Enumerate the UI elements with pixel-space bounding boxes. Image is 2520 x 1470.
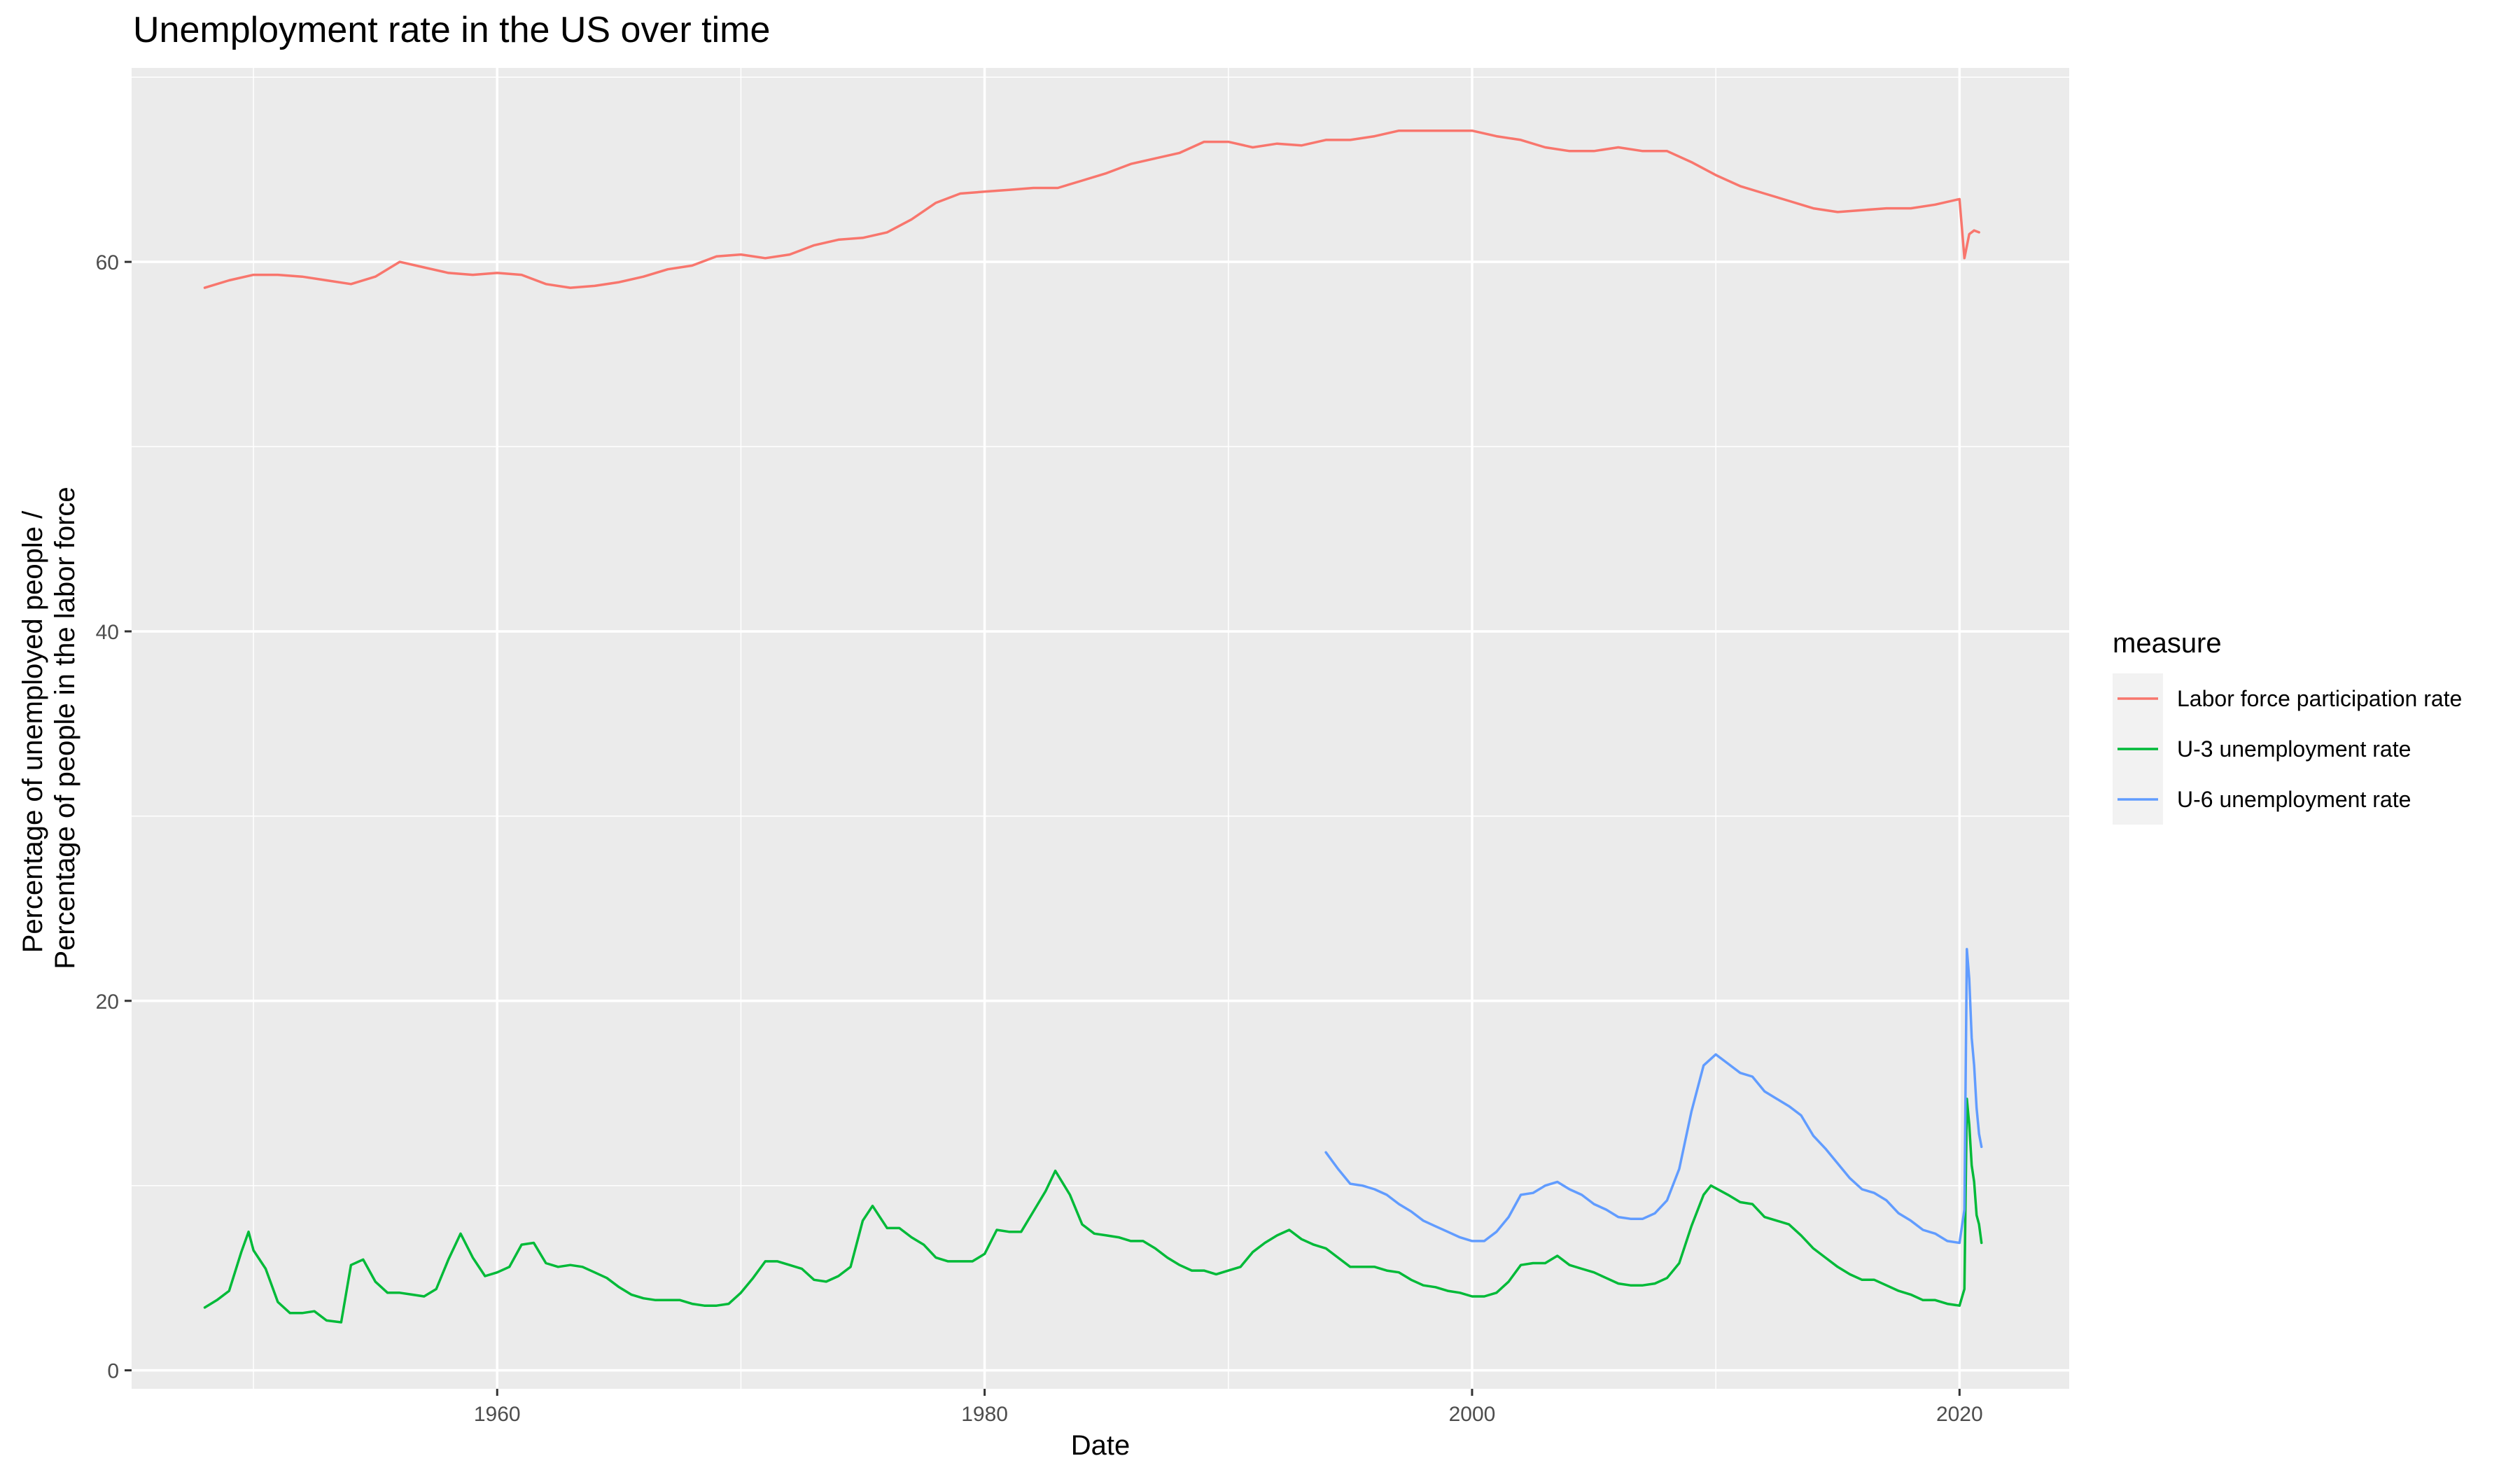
chart-title: Unemployment rate in the US over time [133,10,770,50]
x-tick-label: 1980 [961,1403,1008,1426]
y-axis-title-line-1: Percentage of unemployed people / [18,510,48,953]
y-tick-label: 20 [96,990,119,1014]
y-tick-label: 0 [107,1360,119,1383]
x-axis-title: Date [1071,1430,1130,1461]
y-tick-label: 40 [96,621,119,644]
legend-label: U-6 unemployment rate [2177,787,2411,812]
legend-label: U-3 unemployment rate [2177,736,2411,762]
x-tick-label: 2020 [1936,1403,1983,1426]
y-tick-label: 60 [96,251,119,274]
x-tick-label: 1960 [474,1403,521,1426]
y-axis-title-line-2: Percentage of people in the labor force [50,486,80,969]
legend-label: Labor force participation rate [2177,686,2462,711]
legend-title: measure [2113,628,2222,659]
x-tick-label: 2000 [1449,1403,1496,1426]
